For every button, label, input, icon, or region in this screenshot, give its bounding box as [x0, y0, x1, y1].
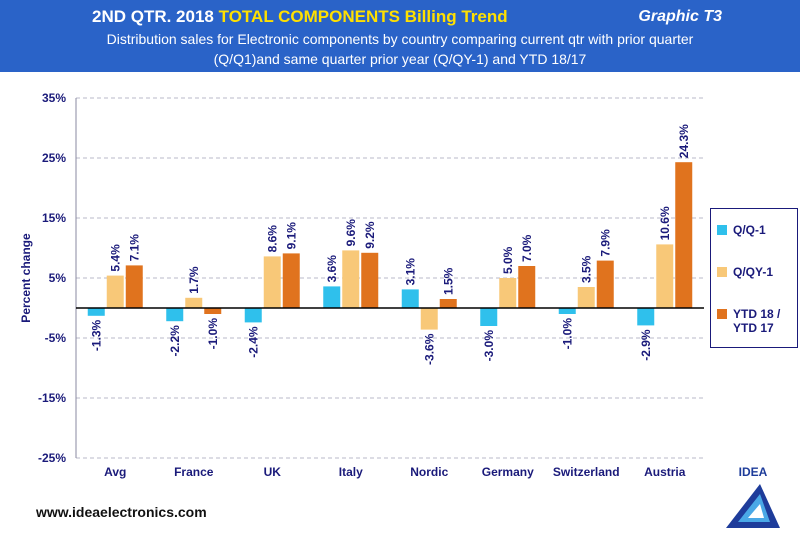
- legend-swatch-q-qy1: [717, 267, 727, 277]
- bar-chart: -25% -15% -5% 5% 15% 25% 35% Percent change -1.3…: [19, 91, 704, 479]
- bar-q-q1: [87, 308, 105, 316]
- value-label-ytd: 7.9%: [598, 229, 612, 257]
- idea-logo: IDEA: [726, 465, 780, 528]
- legend-swatch-q-q1: [717, 225, 727, 235]
- bar-q-qy1: [263, 256, 281, 308]
- value-label-ytd: 9.2%: [363, 221, 377, 249]
- bar-q-qy1: [656, 244, 674, 308]
- y-tick-label: 25%: [42, 151, 66, 165]
- x-tick-label: France: [174, 465, 214, 479]
- bar-ytd: [439, 299, 457, 308]
- bar-ytd: [675, 162, 693, 308]
- bar-q-q1: [401, 289, 419, 308]
- y-tick-label: -25%: [38, 451, 66, 465]
- value-label-q-q1: 3.1%: [403, 258, 417, 286]
- value-label-q-qy1: 5.4%: [108, 244, 122, 272]
- x-tick-label: Austria: [644, 465, 686, 479]
- bar-q-qy1: [106, 275, 124, 308]
- subtitle-line-2: (Q/Q1)and same quarter prior year (Q/QY-…: [213, 51, 587, 67]
- legend-item-ytd: YTD 18 / YTD 17: [717, 307, 780, 335]
- value-label-ytd: 9.1%: [284, 222, 298, 250]
- bar-q-q1: [480, 308, 498, 326]
- bar-ytd: [204, 308, 222, 314]
- bar-q-qy1: [499, 278, 517, 308]
- value-label-ytd: -1.0%: [206, 318, 220, 350]
- chart-header: 2ND QTR. 2018 TOTAL COMPONENTS Billing T…: [0, 0, 800, 72]
- value-label-q-q1: -2.4%: [246, 326, 260, 358]
- value-label-q-qy1: 10.6%: [658, 206, 672, 240]
- y-tick-label: 5%: [49, 271, 67, 285]
- title-highlight: TOTAL COMPONENTS Billing Trend: [218, 7, 508, 26]
- bar-q-q1: [637, 308, 655, 326]
- logo-highlight-shape: [748, 504, 764, 518]
- value-label-q-q1: -3.0%: [482, 330, 496, 362]
- legend-label-q-q1: Q/Q-1: [733, 223, 766, 237]
- legend-item-q-qy1: Q/QY-1: [717, 265, 773, 279]
- title-prefix: 2ND QTR. 2018: [92, 7, 214, 26]
- value-label-q-qy1: 5.0%: [501, 246, 515, 274]
- value-label-q-qy1: -3.6%: [422, 333, 436, 365]
- y-tick-label: -5%: [45, 331, 67, 345]
- y-tick-label: 15%: [42, 211, 66, 225]
- legend-label-ytd: YTD 18 / YTD 17: [733, 307, 781, 335]
- value-label-q-qy1: 3.5%: [579, 255, 593, 283]
- chart-title: 2ND QTR. 2018 TOTAL COMPONENTS Billing T…: [92, 7, 508, 27]
- value-label-q-qy1: 8.6%: [265, 225, 279, 253]
- x-tick-label: Italy: [339, 465, 363, 479]
- x-tick-label: Avg: [104, 465, 126, 479]
- y-axis-title: Percent change: [19, 233, 33, 323]
- value-label-q-qy1: 9.6%: [344, 219, 358, 247]
- bar-q-q1: [244, 308, 262, 323]
- y-tick-label: -15%: [38, 391, 66, 405]
- bar-q-q1: [166, 308, 184, 322]
- bar-q-qy1: [420, 308, 438, 330]
- bar-q-q1: [558, 308, 576, 314]
- bar-q-qy1: [577, 287, 595, 308]
- graphic-label: Graphic T3: [638, 8, 722, 25]
- legend-swatch-ytd: [717, 309, 727, 319]
- website-url: www.ideaelectronics.com: [36, 504, 207, 520]
- legend-item-q-q1: Q/Q-1: [717, 223, 766, 237]
- y-tick-label: 35%: [42, 91, 66, 105]
- x-tick-label: Germany: [482, 465, 534, 479]
- value-label-ytd: 7.1%: [127, 234, 141, 262]
- value-label-q-q1: -1.0%: [560, 318, 574, 350]
- legend: Q/Q-1 Q/QY-1 YTD 18 / YTD 17: [710, 208, 798, 348]
- value-label-ytd: 1.5%: [441, 267, 455, 295]
- logo-text: IDEA: [739, 465, 768, 479]
- value-label-q-q1: -2.9%: [639, 329, 653, 361]
- bar-q-qy1: [342, 250, 360, 308]
- bar-ytd: [518, 266, 536, 308]
- subtitle-line-1: Distribution sales for Electronic compon…: [106, 31, 694, 47]
- x-tick-label: Switzerland: [553, 465, 620, 479]
- value-label-ytd: 7.0%: [520, 234, 534, 262]
- legend-label-q-qy1: Q/QY-1: [733, 265, 774, 279]
- bar-ytd: [125, 265, 143, 308]
- value-label-q-qy1: 1.7%: [187, 266, 201, 294]
- bar-ytd: [282, 253, 300, 308]
- bar-ytd: [596, 260, 614, 308]
- plot-panel: -25% -15% -5% 5% 15% 25% 35% Percent change -1.3…: [0, 72, 800, 550]
- bar-ytd: [361, 252, 379, 308]
- value-label-q-q1: -1.3%: [89, 319, 103, 351]
- x-tick-label: UK: [264, 465, 282, 479]
- bar-q-q1: [323, 286, 341, 308]
- bar-q-qy1: [185, 297, 203, 308]
- value-label-ytd: 24.3%: [677, 124, 691, 158]
- x-tick-label: Nordic: [410, 465, 448, 479]
- value-label-q-q1: 3.6%: [325, 255, 339, 283]
- value-label-q-q1: -2.2%: [168, 325, 182, 357]
